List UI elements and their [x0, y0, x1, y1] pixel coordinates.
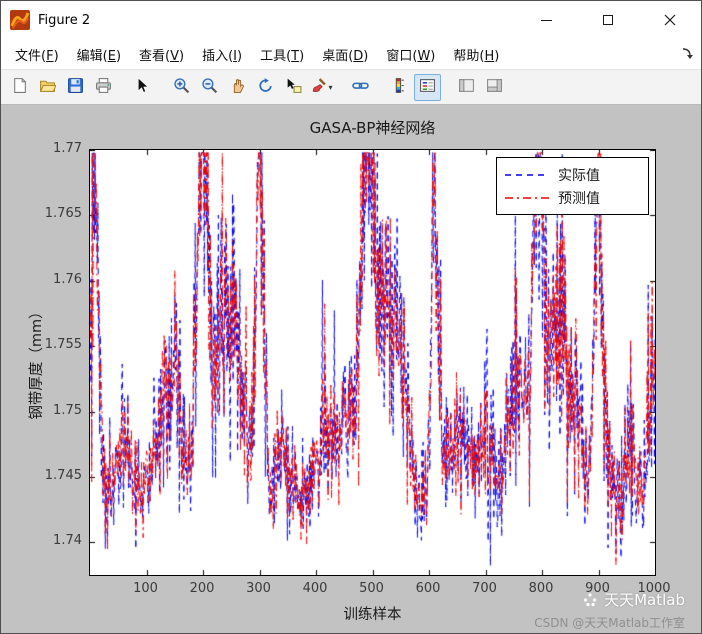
print-figure-icon: [95, 77, 112, 98]
brush-icon: [310, 77, 327, 98]
y-tick-label: 1.745: [44, 467, 82, 483]
insert-colorbar-icon: [391, 77, 408, 98]
zoom-out-icon: [201, 77, 218, 98]
dock-figure-icon[interactable]: [680, 47, 694, 61]
plot-canvas[interactable]: [90, 150, 655, 575]
menu-bar: 文件(F) 编辑(E) 查看(V) 插入(I) 工具(T) 桌面(D) 窗口(W) 帮助(H): [1, 39, 701, 69]
x-tick-label: 700: [472, 581, 497, 596]
menu-item-desktop[interactable]: 桌面(D): [322, 48, 369, 64]
toolbar-separator: [157, 74, 168, 101]
menu-item-view[interactable]: 查看(V): [139, 48, 185, 64]
y-tick-label: 1.765: [44, 206, 82, 222]
x-tick-label: 400: [302, 581, 328, 596]
toolbar-separator: [442, 74, 453, 101]
open-file-button[interactable]: [34, 74, 61, 101]
new-figure-button[interactable]: [6, 74, 33, 101]
y-tick-label: 1.76: [53, 271, 82, 287]
new-figure-icon: [11, 77, 28, 98]
minimize-button[interactable]: [515, 1, 577, 39]
y-tick-label: 1.74: [53, 533, 82, 549]
y-tick-label: 1.755: [44, 337, 82, 353]
pan-button[interactable]: [224, 74, 251, 101]
dropdown-caret-icon: ▾: [328, 82, 333, 92]
x-tick-label: 900: [585, 581, 610, 596]
close-icon: [664, 14, 676, 26]
open-file-icon: [39, 77, 57, 98]
x-tick-label: 500: [359, 581, 384, 596]
toolbar-separator: [375, 74, 386, 101]
plot-legend[interactable]: 实际值 预测值: [496, 157, 649, 215]
link-plots-icon: [352, 77, 369, 98]
zoom-in-button[interactable]: [168, 74, 195, 101]
zoom-in-icon: [173, 77, 190, 98]
plottools-hide-button[interactable]: [453, 74, 480, 101]
x-tick-label: 200: [189, 581, 215, 596]
maximize-button[interactable]: [577, 1, 639, 39]
y-axis-label: 钢带厚度（mm）: [29, 304, 45, 420]
legend-entry: 预测值: [505, 186, 640, 209]
window-controls: [515, 1, 701, 39]
plot-axes: [89, 149, 656, 576]
figure-canvas-area: GASA-BP神经网络 钢带厚度（mm） 训练样本 实际值预测值 天天Matla…: [1, 105, 701, 633]
print-figure-button[interactable]: [90, 74, 117, 101]
legend-line-sample: [505, 173, 549, 176]
x-tick-label: 1000: [637, 581, 671, 596]
pointer-icon: [134, 76, 151, 98]
minimize-icon: [540, 19, 552, 21]
x-tick-label: 100: [133, 581, 158, 596]
x-tick-label: 600: [415, 581, 441, 596]
menu-item-file[interactable]: 文件(F): [15, 48, 59, 64]
brush-button[interactable]: ▾: [308, 74, 335, 101]
menu-item-help[interactable]: 帮助(H): [453, 48, 500, 64]
y-tick-label: 1.75: [53, 402, 82, 418]
save-figure-button[interactable]: [62, 74, 89, 101]
legend-label: 预测值: [558, 190, 600, 207]
plottools-show-icon: [486, 77, 503, 98]
menu-item-insert[interactable]: 插入(I): [202, 48, 243, 64]
watermark-brand: 天天Matlab: [534, 589, 685, 610]
rotate-3d-icon: [257, 77, 274, 98]
insert-legend-icon: [419, 77, 436, 98]
x-tick-label: 800: [528, 581, 554, 596]
insert-colorbar-button[interactable]: [386, 74, 413, 101]
watermark-title: 天天Matlab: [604, 591, 685, 609]
x-tick-label: 300: [246, 581, 271, 596]
sparkle-icon: [583, 592, 597, 606]
link-plots-button[interactable]: [347, 74, 374, 101]
title-bar: Figure 2: [1, 1, 701, 39]
zoom-out-button[interactable]: [196, 74, 223, 101]
watermark: 天天Matlab CSDN @天天Matlab工作室: [534, 589, 685, 631]
toolbar-separator: [336, 74, 347, 101]
maximize-icon: [603, 15, 613, 25]
figure-toolbar: ▾: [1, 69, 701, 105]
y-tick-label: 1.77: [53, 141, 82, 156]
menu-item-edit[interactable]: 编辑(E): [76, 48, 122, 64]
save-figure-icon: [67, 77, 84, 98]
plot-title: GASA-BP神经网络: [309, 119, 436, 137]
plottools-hide-icon: [458, 77, 475, 98]
matlab-figure-icon: [10, 10, 30, 30]
pointer-button[interactable]: [129, 74, 156, 101]
legend-entry: 实际值: [505, 163, 640, 186]
data-cursor-button[interactable]: [280, 74, 307, 101]
data-cursor-icon: [285, 77, 302, 98]
rotate-3d-button[interactable]: [252, 74, 279, 101]
legend-line-sample: [505, 196, 549, 199]
window-title: Figure 2: [38, 12, 91, 28]
plottools-show-button[interactable]: [481, 74, 508, 101]
toolbar-separator: [118, 74, 129, 101]
pan-icon: [229, 77, 246, 98]
legend-label: 实际值: [558, 167, 600, 184]
menu-item-window[interactable]: 窗口(W): [386, 48, 436, 64]
insert-legend-button[interactable]: [414, 73, 441, 101]
watermark-subtitle: CSDN @天天Matlab工作室: [534, 616, 685, 630]
close-button[interactable]: [639, 1, 701, 39]
x-axis-label: 训练样本: [343, 607, 402, 623]
menu-item-tools[interactable]: 工具(T): [260, 48, 305, 64]
